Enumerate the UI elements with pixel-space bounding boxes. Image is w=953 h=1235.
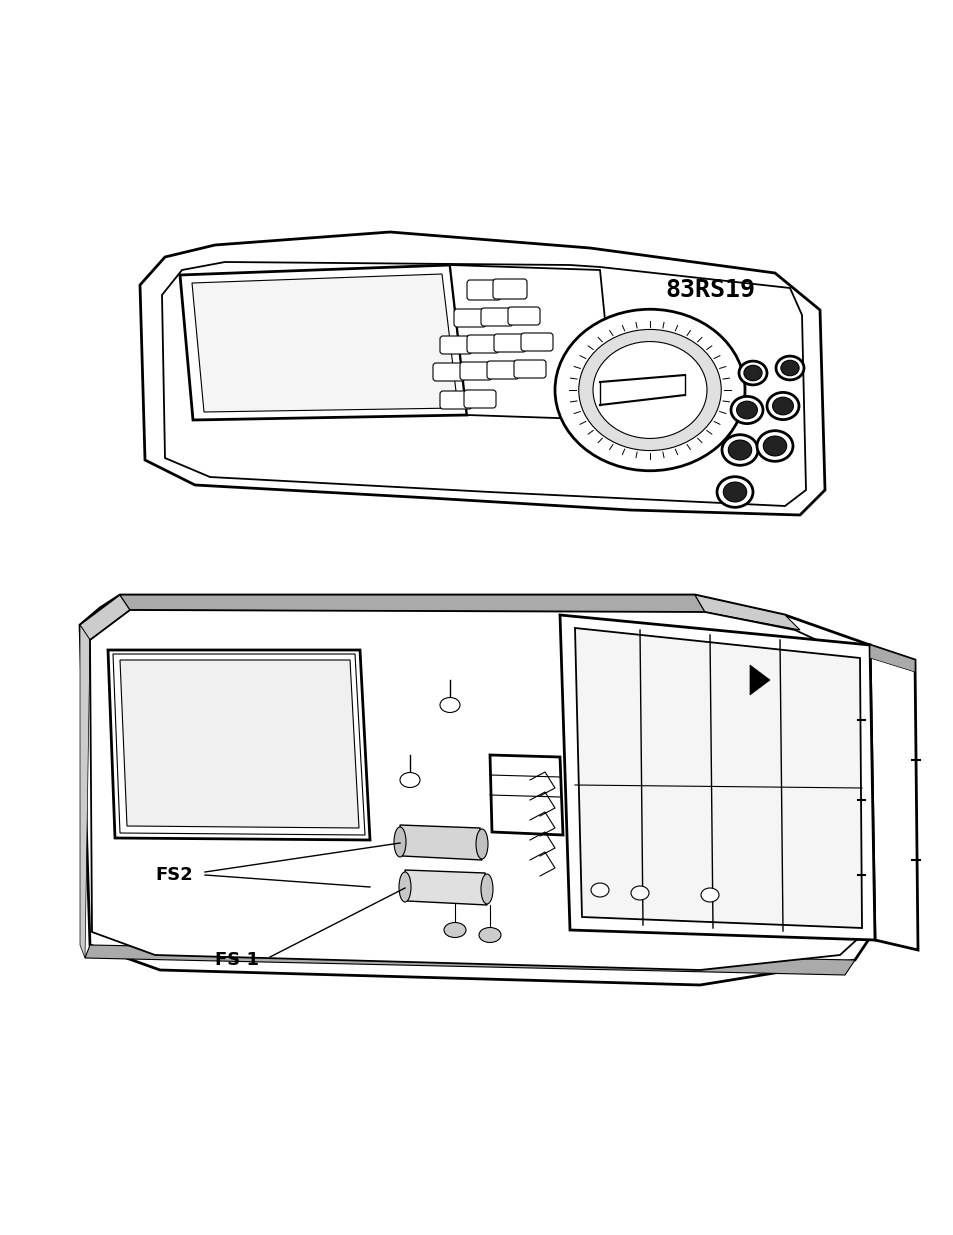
FancyBboxPatch shape: [480, 308, 513, 326]
Ellipse shape: [555, 309, 744, 471]
FancyBboxPatch shape: [507, 308, 539, 325]
FancyBboxPatch shape: [459, 362, 492, 380]
Ellipse shape: [743, 366, 761, 380]
Polygon shape: [575, 629, 862, 927]
Polygon shape: [405, 869, 486, 905]
FancyBboxPatch shape: [493, 279, 526, 299]
FancyBboxPatch shape: [463, 390, 496, 408]
FancyBboxPatch shape: [433, 363, 464, 382]
Ellipse shape: [722, 482, 746, 501]
Polygon shape: [80, 625, 90, 958]
Polygon shape: [695, 595, 800, 630]
Ellipse shape: [480, 874, 493, 904]
Ellipse shape: [727, 440, 751, 459]
Polygon shape: [120, 595, 704, 613]
FancyBboxPatch shape: [454, 309, 485, 327]
Ellipse shape: [739, 361, 766, 385]
Ellipse shape: [721, 435, 758, 466]
Ellipse shape: [478, 927, 500, 942]
FancyBboxPatch shape: [439, 391, 472, 409]
Ellipse shape: [762, 436, 786, 456]
Polygon shape: [192, 274, 457, 412]
FancyBboxPatch shape: [514, 359, 545, 378]
FancyBboxPatch shape: [467, 280, 500, 300]
Ellipse shape: [775, 356, 803, 380]
Polygon shape: [85, 945, 854, 974]
Polygon shape: [180, 266, 467, 420]
FancyBboxPatch shape: [520, 333, 553, 351]
Polygon shape: [80, 595, 874, 986]
Polygon shape: [140, 232, 824, 515]
Ellipse shape: [443, 923, 465, 937]
Polygon shape: [399, 825, 481, 860]
Ellipse shape: [439, 698, 459, 713]
Ellipse shape: [736, 401, 757, 419]
Text: 83RS19: 83RS19: [664, 278, 754, 303]
Ellipse shape: [578, 330, 720, 451]
Polygon shape: [559, 615, 874, 940]
Ellipse shape: [757, 431, 792, 462]
Polygon shape: [80, 595, 130, 640]
Ellipse shape: [630, 885, 648, 900]
Polygon shape: [112, 655, 365, 835]
Ellipse shape: [700, 888, 719, 902]
Ellipse shape: [394, 827, 406, 857]
Ellipse shape: [476, 829, 488, 860]
FancyBboxPatch shape: [494, 333, 525, 352]
Polygon shape: [450, 266, 615, 420]
Ellipse shape: [593, 342, 706, 438]
Ellipse shape: [398, 872, 411, 902]
Ellipse shape: [781, 361, 799, 375]
Ellipse shape: [717, 477, 752, 508]
FancyBboxPatch shape: [467, 335, 498, 353]
Polygon shape: [749, 664, 769, 695]
Polygon shape: [869, 645, 914, 672]
Ellipse shape: [590, 883, 608, 897]
Ellipse shape: [399, 773, 419, 788]
Polygon shape: [90, 610, 862, 969]
Ellipse shape: [766, 393, 799, 420]
Text: FS 1: FS 1: [214, 951, 258, 969]
Polygon shape: [162, 262, 805, 506]
FancyBboxPatch shape: [439, 336, 472, 354]
Ellipse shape: [772, 398, 793, 415]
Polygon shape: [120, 659, 358, 827]
Polygon shape: [108, 650, 370, 840]
FancyBboxPatch shape: [486, 361, 518, 379]
Polygon shape: [869, 645, 917, 950]
Polygon shape: [490, 755, 562, 835]
Text: FS2: FS2: [154, 866, 193, 884]
Ellipse shape: [730, 396, 762, 424]
